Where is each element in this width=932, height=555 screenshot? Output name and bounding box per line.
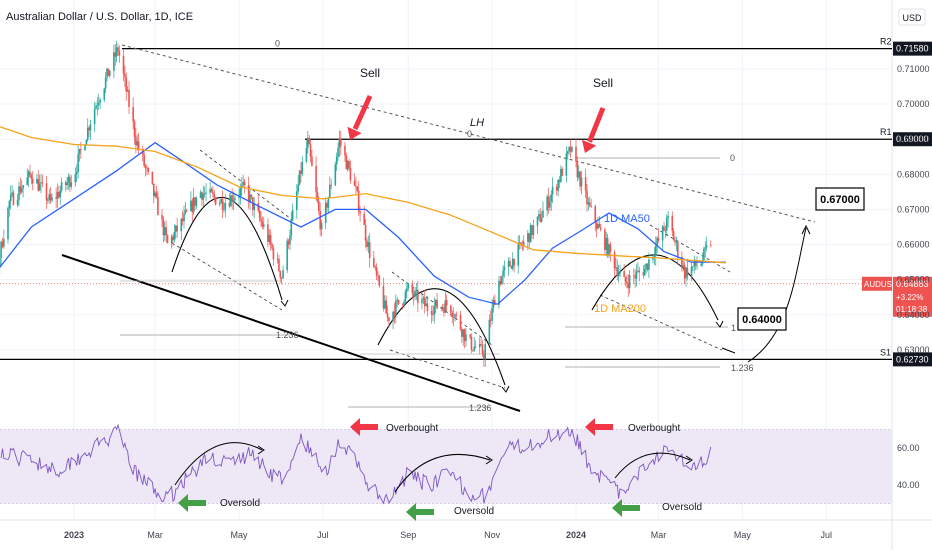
rsi-band: [0, 429, 892, 504]
channel-line[interactable]: [599, 294, 723, 351]
channel-line[interactable]: [389, 349, 506, 389]
overbought-label-1: Overbought: [386, 423, 438, 434]
time-tick-label: Jul: [821, 530, 833, 540]
channel-line[interactable]: [199, 149, 296, 223]
price-tick-label: 0.63000: [897, 345, 930, 355]
fib-1236-label-b: 1.236: [469, 403, 492, 413]
candles-layer: [0, 40, 712, 367]
price-tick-label: 0.71000: [897, 64, 930, 74]
s1-label: S1: [880, 347, 891, 357]
price-tick-label: 0.67000: [897, 204, 930, 214]
price-tick-label: 0.70000: [897, 99, 930, 109]
r2-fib-label: 0: [275, 39, 280, 49]
time-tick-label: May: [231, 530, 249, 540]
rsi-arc-1: [174, 442, 263, 486]
overbought-arrow-2: [585, 418, 613, 436]
s1-price-label: 0.62730: [896, 354, 929, 364]
price-scale-background[interactable]: [892, 0, 932, 550]
current-price-label: 0.64883: [896, 279, 929, 289]
sell-label-1: Sell: [360, 66, 380, 80]
price-tick-label: 0.66000: [897, 240, 930, 250]
lower-high-trendline[interactable]: [121, 44, 816, 223]
rsi-line[interactable]: [0, 423, 712, 505]
sell-arrow-2: [587, 107, 606, 143]
oversold-label-3: Oversold: [662, 502, 702, 513]
channel-line[interactable]: [391, 271, 493, 346]
oversold-arrow-3: [612, 499, 640, 517]
arc-top-2[interactable]: [377, 288, 506, 386]
time-tick-label: Mar: [651, 530, 667, 540]
sell-label-2: Sell: [593, 76, 613, 90]
overbought-label-2: Overbought: [628, 423, 680, 434]
target-low-label: 0.64000: [742, 314, 782, 326]
time-tick-label: Sep: [400, 530, 416, 540]
time-tick-label: May: [734, 530, 752, 540]
time-tick-label: 2023: [64, 530, 84, 540]
fib-1236-label-c: 1.236: [731, 363, 754, 373]
time-tick-label: Nov: [484, 530, 501, 540]
ma50-label: 1D MA50: [604, 213, 650, 225]
rsi-arc-2: [394, 453, 491, 493]
overbought-arrow-1: [350, 418, 378, 436]
ma50-line[interactable]: [0, 141, 726, 305]
ma200-line[interactable]: [0, 106, 726, 264]
r1-price-label: 0.69000: [896, 134, 929, 144]
rsi-arc-3: [614, 452, 691, 479]
oversold-label-1: Oversold: [220, 498, 260, 509]
price-tick-label: 0.65000: [897, 275, 930, 285]
oversold-arrow-1: [178, 494, 206, 512]
sell-arrow-1: [352, 94, 373, 131]
price-tick-label: 0.69000: [897, 134, 930, 144]
currency-button[interactable]: USD: [902, 13, 922, 23]
r1-label: R1: [880, 127, 892, 137]
countdown-label: 01:18:38: [896, 305, 928, 314]
oversold-label-2: Oversold: [454, 506, 494, 517]
time-tick-label: 2024: [566, 530, 586, 540]
target-high-label: 0.67000: [820, 194, 860, 206]
current-change-label: +3.22%: [896, 293, 923, 302]
fib-1236-label-a: 1.236: [276, 330, 299, 340]
time-tick-label: Jul: [317, 530, 329, 540]
r2-price-label: 0.71580: [896, 44, 929, 54]
arc-top-1[interactable]: [171, 196, 283, 301]
price-tick-label: 0.68000: [897, 169, 930, 179]
lh-label: LH: [470, 117, 484, 129]
fib-1-label: 1: [731, 323, 736, 333]
r1-fib-label: 0: [467, 129, 472, 139]
rsi-tick-label: 60.00: [897, 443, 920, 453]
chart-title: Australian Dollar / U.S. Dollar, 1D, ICE: [6, 11, 193, 23]
price-tick-label: 0.64000: [897, 310, 930, 320]
ma200-label: 1D MA200: [594, 303, 646, 315]
rsi-tick-label: 40.00: [897, 480, 920, 490]
symbol-badge: AUDUSD: [864, 280, 898, 289]
projection-curve[interactable]: [747, 227, 807, 363]
fib-zero-label-2: 0: [730, 153, 735, 163]
r2-label: R2: [880, 37, 892, 47]
oversold-arrow-2: [406, 503, 434, 521]
time-tick-label: Mar: [147, 530, 163, 540]
